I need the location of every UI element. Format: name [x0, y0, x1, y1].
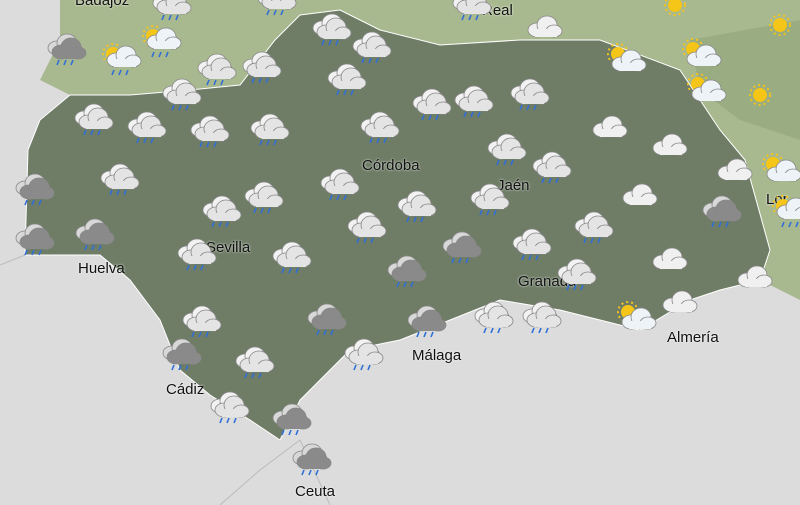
rain-cloud-icon [340, 337, 384, 373]
storm-rain-cloud-icon [698, 194, 742, 230]
rain-cloud-icon [343, 210, 387, 246]
storm-rain-cloud-icon [11, 172, 55, 208]
storm-rain-cloud-icon [438, 230, 482, 266]
rain-cloud-icon [570, 210, 614, 246]
storm-rain-cloud-icon [43, 32, 87, 68]
storm-rain-cloud-icon [383, 254, 427, 290]
rain-cloud-icon [253, 0, 297, 18]
cloud-icon [523, 12, 567, 48]
cloud-icon [588, 112, 632, 148]
cloud-icon [733, 262, 777, 298]
rain-cloud-icon [178, 304, 222, 340]
rain-cloud-icon [231, 345, 275, 381]
rain-cloud-icon [553, 257, 597, 293]
rain-cloud-icon [148, 0, 192, 23]
cloud-icon [713, 155, 757, 191]
sun-cloud-icon [678, 37, 722, 73]
rain-cloud-icon [193, 52, 237, 88]
sun-cloud-icon [613, 300, 657, 336]
city-label-huelva: Huelva [78, 260, 125, 277]
storm-rain-cloud-icon [268, 402, 312, 438]
rain-cloud-icon [198, 194, 242, 230]
rain-cloud-icon [483, 132, 527, 168]
rain-cloud-icon [470, 300, 514, 336]
sun-cloud-icon [683, 72, 727, 108]
city-label-badajoz: Badajoz [75, 0, 130, 9]
storm-rain-cloud-icon [303, 302, 347, 338]
rain-cloud-icon [96, 162, 140, 198]
city-label-cadiz: Cádiz [166, 381, 205, 398]
city-label-almeria: Almería [667, 329, 719, 346]
city-label-malaga: Málaga [412, 347, 462, 364]
city-label-cordoba: Córdoba [362, 157, 420, 174]
rain-cloud-icon [186, 114, 230, 150]
rain-cloud-icon [173, 237, 217, 273]
storm-rain-cloud-icon [403, 304, 447, 340]
sun-cloud-icon [758, 152, 800, 188]
rain-cloud-icon [518, 300, 562, 336]
city-label-sevilla: Sevilla [206, 239, 251, 256]
cloud-icon [618, 180, 662, 216]
rain-cloud-icon [238, 50, 282, 86]
rain-cloud-icon [356, 110, 400, 146]
sun-rain-cloud-icon [138, 24, 182, 60]
rain-cloud-icon [450, 84, 494, 120]
rain-cloud-icon [158, 77, 202, 113]
rain-cloud-icon [316, 167, 360, 203]
rain-cloud-icon [206, 390, 250, 426]
sun-icon [758, 7, 800, 43]
morocco-coast [219, 439, 331, 505]
rain-cloud-icon [268, 240, 312, 276]
storm-rain-cloud-icon [11, 222, 55, 258]
rain-cloud-icon [308, 12, 352, 48]
rain-cloud-icon [506, 77, 550, 113]
rain-cloud-icon [448, 0, 492, 23]
rain-cloud-icon [240, 180, 284, 216]
rain-cloud-icon [466, 182, 510, 218]
rain-cloud-icon [528, 150, 572, 186]
city-label-ceuta: Ceuta [295, 483, 336, 500]
rain-cloud-icon [348, 30, 392, 66]
portugal-border [0, 254, 26, 266]
rain-cloud-icon [393, 189, 437, 225]
sun-cloud-icon [603, 42, 647, 78]
rain-cloud-icon [323, 62, 367, 98]
sun-icon [653, 0, 697, 23]
cloud-icon [658, 287, 702, 323]
storm-rain-cloud-icon [158, 337, 202, 373]
rain-cloud-icon [246, 112, 290, 148]
sun-rain-cloud-icon [768, 194, 800, 230]
rain-cloud-icon [123, 110, 167, 146]
storm-rain-cloud-icon [71, 217, 115, 253]
cloud-icon [648, 130, 692, 166]
city-label-jaen: Jaén [497, 177, 530, 194]
cloud-icon [648, 244, 692, 280]
rain-cloud-icon [70, 102, 114, 138]
rain-cloud-icon [408, 87, 452, 123]
sun-icon [738, 77, 782, 113]
rain-cloud-icon [508, 227, 552, 263]
neighbor-region-east [690, 20, 800, 140]
storm-rain-cloud-icon [288, 442, 332, 478]
sun-rain-cloud-icon [98, 42, 142, 78]
